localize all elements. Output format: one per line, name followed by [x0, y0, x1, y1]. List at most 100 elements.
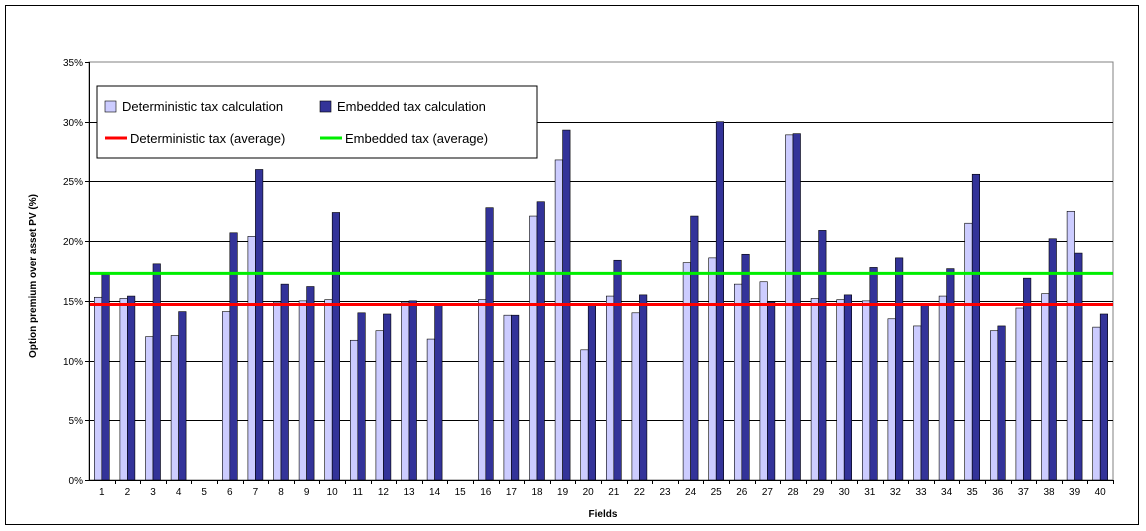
- bar-embedded-26: [741, 253, 750, 481]
- y-axis-title: Option premium over asset PV (%): [28, 194, 39, 358]
- bar-embedded-18: [536, 201, 545, 481]
- bar-embedded-32: [895, 257, 904, 481]
- bar-deterministic-33: [913, 325, 922, 481]
- x-tick-label: 9: [304, 487, 310, 498]
- x-tick-label: 39: [1069, 487, 1081, 498]
- x-tick-label: 34: [941, 487, 953, 498]
- bar-embedded-36: [997, 325, 1006, 481]
- bar-embedded-24: [690, 215, 699, 481]
- y-tick-label: 15%: [63, 297, 83, 308]
- bar-embedded-34: [946, 268, 955, 481]
- x-tick-label: 14: [429, 487, 441, 498]
- x-tick-label: 29: [813, 487, 825, 498]
- bar-embedded-39: [1074, 252, 1083, 481]
- bar-deterministic-8: [273, 301, 282, 481]
- bar-embedded-8: [280, 283, 289, 481]
- x-tick-label: 6: [227, 487, 233, 498]
- legend-embedded-avg-label: Embedded tax (average): [345, 131, 488, 146]
- bar-embedded-35: [971, 173, 981, 481]
- x-tick-label: 36: [992, 487, 1004, 498]
- bar-deterministic-10: [324, 299, 333, 481]
- x-tick-label: 28: [787, 487, 799, 498]
- x-tick-label: 21: [608, 487, 620, 498]
- x-tick-label: 10: [327, 487, 339, 498]
- bar-deterministic-40: [1092, 326, 1101, 481]
- x-tick-label: 5: [201, 487, 207, 498]
- bar-deterministic-29: [810, 298, 819, 481]
- y-tick-label: 5%: [69, 416, 84, 427]
- bar-deterministic-4: [170, 335, 179, 481]
- x-tick-label: 18: [531, 487, 543, 498]
- y-tick-label: 20%: [63, 237, 83, 248]
- x-tick-label: 40: [1095, 487, 1107, 498]
- bar-embedded-37: [1023, 277, 1032, 481]
- legend-deterministic-calc-swatch: [104, 100, 117, 113]
- bar-deterministic-37: [1015, 307, 1024, 481]
- legend-embedded-calc-swatch: [319, 100, 332, 113]
- x-tick-label: 24: [685, 487, 697, 498]
- bar-deterministic-21: [605, 295, 615, 481]
- legend-box: [96, 85, 538, 159]
- x-tick-label: 16: [480, 487, 492, 498]
- bar-embedded-6: [229, 232, 238, 481]
- bar-deterministic-1: [94, 296, 103, 481]
- x-tick-label: 2: [125, 487, 131, 498]
- bar-embedded-28: [792, 133, 801, 481]
- x-tick-label: 8: [278, 487, 284, 498]
- bar-deterministic-22: [631, 312, 640, 481]
- bar-embedded-40: [1099, 313, 1108, 481]
- x-tick-label: 1: [99, 487, 105, 498]
- bar-embedded-9: [306, 286, 315, 481]
- bar-deterministic-16: [477, 299, 487, 481]
- bar-deterministic-20: [580, 349, 589, 481]
- bar-embedded-12: [383, 313, 392, 481]
- x-tick-label: 4: [176, 487, 182, 498]
- bar-deterministic-24: [682, 262, 691, 481]
- bar-deterministic-6: [222, 311, 231, 481]
- x-tick-label: 15: [455, 487, 467, 498]
- x-tick-label: 30: [839, 487, 851, 498]
- x-tick-label: 19: [557, 487, 569, 498]
- bar-embedded-4: [178, 311, 187, 481]
- x-tick-label: 3: [150, 487, 156, 498]
- bar-embedded-30: [843, 294, 853, 481]
- average-lines: [89, 271, 1113, 306]
- bar-deterministic-34: [938, 295, 947, 481]
- bar-deterministic-31: [861, 300, 871, 481]
- bar-embedded-16: [485, 207, 494, 481]
- y-tick-label: 10%: [63, 357, 83, 368]
- x-tick-label: 17: [506, 487, 518, 498]
- bar-deterministic-19: [554, 159, 563, 481]
- x-tick-label: 13: [403, 487, 415, 498]
- x-tick-label: 12: [378, 487, 390, 498]
- legend-deterministic-calc-label: Deterministic tax calculation: [122, 99, 283, 114]
- bar-embedded-21: [613, 259, 622, 481]
- bar-deterministic-39: [1066, 210, 1075, 481]
- bar-deterministic-32: [887, 318, 896, 481]
- bar-embedded-2: [127, 295, 136, 481]
- bar-deterministic-12: [375, 330, 384, 481]
- x-tick-label: 33: [915, 487, 927, 498]
- bar-deterministic-14: [426, 338, 435, 481]
- y-tick-label: 25%: [63, 177, 83, 188]
- bar-deterministic-9: [298, 300, 307, 481]
- x-tick-label: 22: [634, 487, 646, 498]
- bar-deterministic-30: [836, 299, 845, 481]
- bar-deterministic-25: [708, 257, 717, 481]
- x-tick-label: 31: [864, 487, 876, 498]
- bar-deterministic-3: [145, 336, 154, 481]
- x-tick-label: 23: [659, 487, 671, 498]
- bar-embedded-3: [152, 263, 161, 481]
- bar-embedded-31: [869, 267, 878, 481]
- bar-embedded-27: [767, 301, 776, 481]
- bar-deterministic-28: [785, 134, 794, 481]
- bar-embedded-33: [920, 304, 929, 481]
- x-axis-title: Fields: [589, 509, 618, 520]
- bar-embedded-38: [1048, 238, 1057, 481]
- x-tick-label: 27: [762, 487, 774, 498]
- x-tick-label: 35: [967, 487, 979, 498]
- bar-deterministic-2: [119, 298, 128, 481]
- x-tick-label: 7: [253, 487, 259, 498]
- bar-deterministic-26: [733, 283, 743, 481]
- bar-embedded-29: [818, 230, 827, 481]
